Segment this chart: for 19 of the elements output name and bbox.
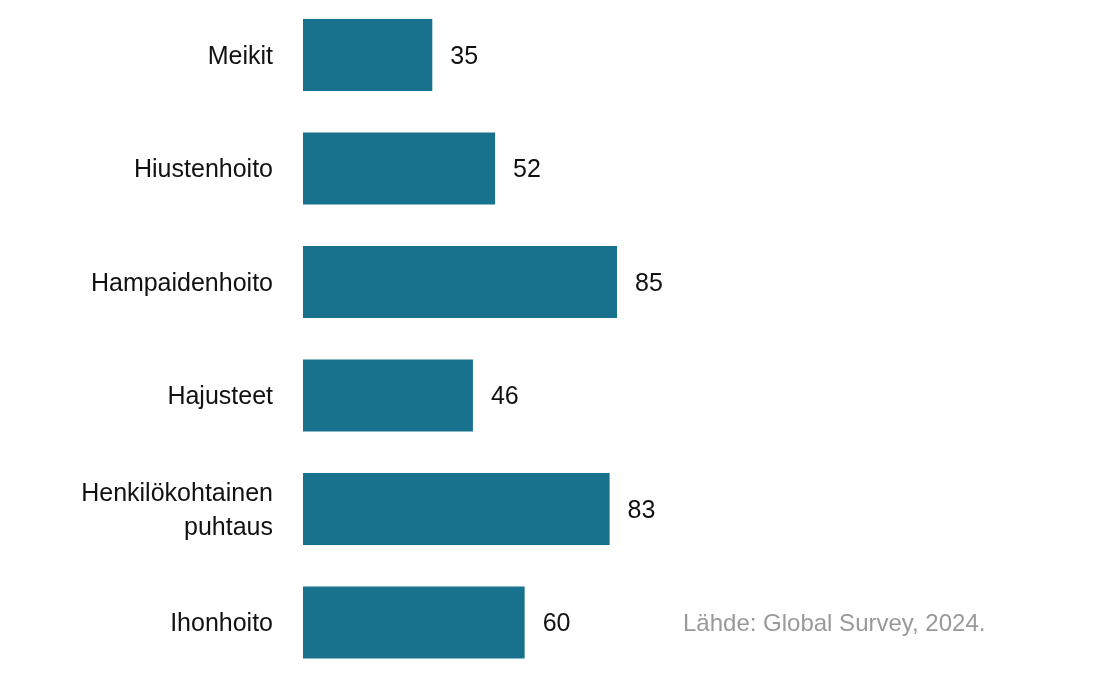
data-label: 83 bbox=[627, 494, 656, 523]
y-tick-label: Henkilökohtainen puhtaus bbox=[81, 477, 273, 540]
text: Lähde: Global Survey, 2024. bbox=[683, 608, 987, 638]
bar bbox=[303, 586, 525, 659]
data-label: 85 bbox=[635, 267, 663, 296]
y-tick-label: Hajusteet bbox=[167, 381, 274, 410]
data-label: 52 bbox=[513, 154, 541, 183]
y-tick-label: Hiustenhoito bbox=[134, 154, 273, 183]
data-label: 60 bbox=[542, 608, 571, 637]
bar bbox=[303, 473, 610, 545]
bar bbox=[303, 359, 473, 432]
bar bbox=[303, 19, 433, 91]
y-tick-label: Meikit bbox=[207, 40, 274, 69]
data-label: 46 bbox=[490, 381, 519, 410]
data-label: 35 bbox=[450, 40, 479, 69]
bar bbox=[303, 132, 496, 205]
y-tick-label: Ihonhoito bbox=[170, 608, 273, 637]
y-tick-label: Hampaidenhoito bbox=[90, 267, 273, 296]
bar bbox=[303, 246, 617, 318]
